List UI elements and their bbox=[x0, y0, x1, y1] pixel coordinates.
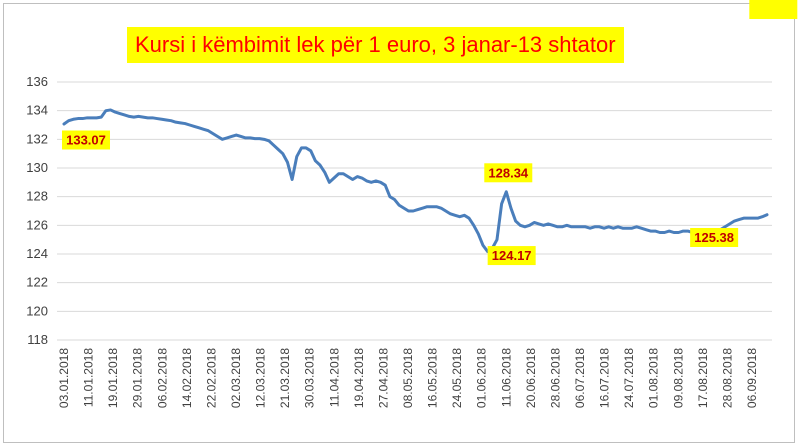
x-tick-label: 28.06.2018 bbox=[548, 348, 562, 408]
data-label-text: 128.34 bbox=[488, 165, 529, 180]
x-tick-label: 11.04.2018 bbox=[327, 348, 341, 407]
y-tick-label: 126 bbox=[26, 217, 48, 232]
y-tick-label: 130 bbox=[26, 160, 48, 175]
x-tick-label: 22.02.2018 bbox=[204, 348, 218, 408]
x-tick-label: 14.02.2018 bbox=[180, 348, 194, 408]
data-labels: 133.07 128.34 124.17 125.38 126.74 bbox=[62, 0, 798, 266]
series-layer bbox=[62, 108, 769, 254]
x-tick-label: 30.03.2018 bbox=[303, 348, 317, 408]
x-tick-label: 06.07.2018 bbox=[573, 348, 587, 408]
chart-frame bbox=[3, 3, 795, 443]
chart-title-box: Kursi i këmbimit lek për 1 euro, 3 janar… bbox=[127, 27, 624, 63]
x-tick-label: 06.09.2018 bbox=[745, 348, 759, 408]
data-label-text: 133.07 bbox=[66, 132, 106, 147]
x-tick-label: 02.03.2018 bbox=[229, 348, 243, 408]
x-tick-label: 24.07.2018 bbox=[622, 348, 636, 408]
data-label: 128.34 bbox=[484, 163, 533, 183]
x-tick-label: 16.05.2018 bbox=[426, 348, 440, 408]
x-tick-label: 16.07.2018 bbox=[598, 348, 612, 408]
x-tick-label: 24.05.2018 bbox=[450, 348, 464, 408]
x-tick-label: 01.06.2018 bbox=[475, 348, 489, 408]
series-line bbox=[62, 108, 769, 254]
data-label-bg bbox=[749, 0, 798, 19]
data-label: 124.17 bbox=[487, 246, 536, 266]
y-tick-label: 124 bbox=[26, 246, 48, 261]
x-tick-label: 28.08.2018 bbox=[720, 348, 734, 408]
x-tick-label: 01.08.2018 bbox=[647, 348, 661, 408]
y-tick-label: 128 bbox=[26, 189, 48, 204]
data-label-bg bbox=[487, 246, 536, 266]
y-tick-label: 122 bbox=[26, 275, 48, 290]
x-tick-label: 20.06.2018 bbox=[524, 348, 538, 408]
data-label: 125.38 bbox=[690, 228, 739, 247]
data-label: 126.74 bbox=[749, 0, 798, 19]
y-axis-tick-labels: 118 120 122 124 126 128 130 132 134 136 bbox=[26, 74, 48, 347]
data-label-text: 126.74 bbox=[753, 0, 794, 3]
x-tick-label: 21.03.2018 bbox=[278, 348, 292, 408]
data-label: 133.07 bbox=[62, 130, 110, 150]
y-tick-label: 136 bbox=[26, 74, 48, 89]
x-tick-label: 17.08.2018 bbox=[696, 348, 710, 408]
data-label-bg bbox=[62, 130, 110, 150]
data-label-text: 125.38 bbox=[694, 230, 734, 245]
x-axis-tick-labels: 03.01.2018 11.01.2018 19.01.2018 29.01.2018… bbox=[57, 348, 759, 408]
x-tick-label: 29.01.2018 bbox=[131, 348, 145, 408]
x-tick-label: 11.06.2018 bbox=[499, 348, 513, 407]
y-tick-label: 120 bbox=[26, 303, 48, 318]
chart-title: Kursi i këmbimit lek për 1 euro, 3 janar… bbox=[135, 32, 616, 57]
x-tick-label: 08.05.2018 bbox=[401, 348, 415, 408]
x-tick-label: 03.01.2018 bbox=[57, 348, 71, 408]
x-tick-label: 27.04.2018 bbox=[376, 348, 390, 408]
data-label-text: 124.17 bbox=[492, 248, 532, 263]
x-tick-label: 09.08.2018 bbox=[671, 348, 685, 408]
x-tick-label: 19.01.2018 bbox=[106, 348, 120, 408]
y-tick-label: 132 bbox=[26, 131, 48, 146]
y-tick-label: 134 bbox=[26, 103, 48, 118]
x-tick-label: 19.04.2018 bbox=[352, 348, 366, 408]
data-label-bg bbox=[690, 228, 739, 247]
grid-lines bbox=[57, 81, 772, 341]
y-tick-label: 118 bbox=[27, 332, 48, 347]
x-tick-label: 11.01.2018 bbox=[82, 348, 96, 407]
x-tick-label: 12.03.2018 bbox=[254, 348, 268, 408]
data-label-bg bbox=[484, 163, 533, 183]
x-tick-label: 06.02.2018 bbox=[155, 348, 169, 408]
